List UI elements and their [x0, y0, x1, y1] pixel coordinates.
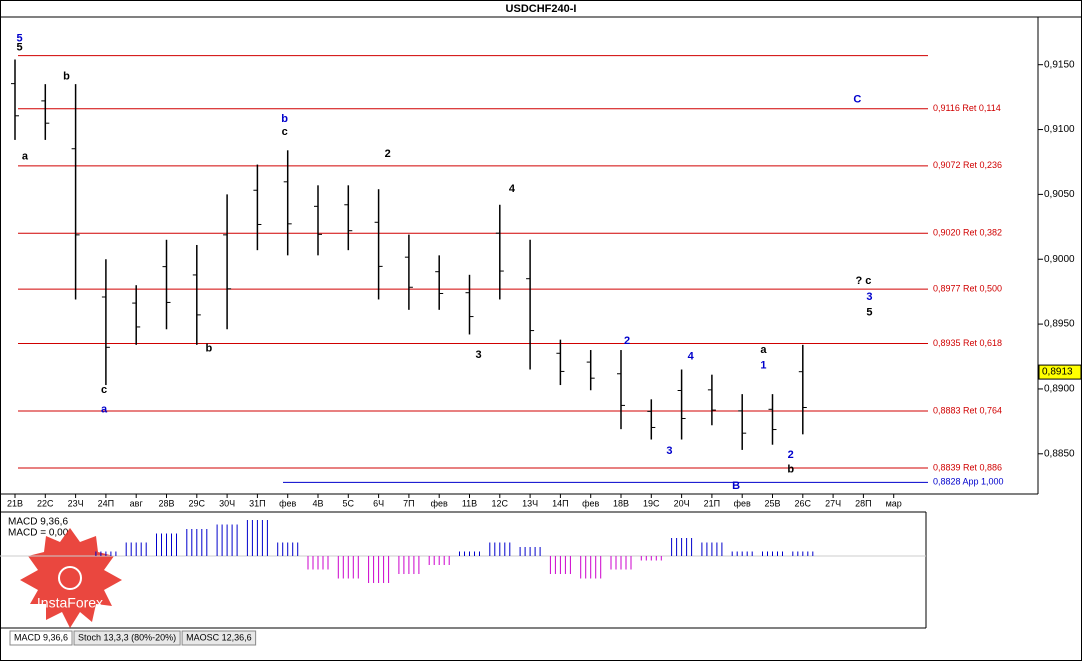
- indicator-tab[interactable]: MAOSC 12,36,6: [186, 632, 252, 642]
- tab-box[interactable]: [73, 630, 181, 646]
- level-label: 0,8828 App 1,000: [933, 477, 1004, 487]
- x-tick-label: 29С: [189, 498, 206, 508]
- logo-icon: [58, 566, 82, 590]
- indicator-tab[interactable]: MACD 9,36,6: [14, 632, 68, 642]
- x-tick-label: фев: [582, 498, 599, 508]
- y-tick-label: 0,8950: [1044, 319, 1075, 330]
- x-tick-label: 30Ч: [219, 498, 235, 508]
- x-tick-label: 19С: [643, 498, 660, 508]
- wave-label: a: [760, 344, 767, 356]
- wave-label: b: [787, 463, 794, 475]
- x-tick-label: 23Ч: [68, 498, 84, 508]
- indicator-tab[interactable]: Stoch 13,3,3 (80%-20%): [78, 632, 176, 642]
- level-label: 0,9072 Ret 0,236: [933, 160, 1002, 170]
- x-tick-label: фев: [734, 498, 751, 508]
- wave-label: b: [281, 113, 288, 125]
- tab-box[interactable]: [181, 630, 257, 646]
- logo-badge: [20, 528, 122, 628]
- x-tick-label: 24П: [98, 498, 114, 508]
- x-tick-label: 27Ч: [825, 498, 841, 508]
- y-tick-label: 0,9000: [1044, 254, 1075, 265]
- x-tick-label: 20Ч: [674, 498, 690, 508]
- x-tick-label: 12С: [492, 498, 509, 508]
- y-tick-label: 0,8900: [1044, 384, 1075, 395]
- wave-label: 5: [16, 42, 22, 54]
- tab-box[interactable]: [9, 630, 73, 646]
- level-label: 0,8935 Ret 0,618: [933, 338, 1002, 348]
- wave-label: 3: [476, 349, 482, 361]
- x-tick-label: мар: [886, 498, 902, 508]
- x-tick-label: 18В: [613, 498, 629, 508]
- wave-label: 5: [16, 33, 22, 45]
- logo-text: InstaForex: [37, 595, 103, 611]
- wave-label: 2: [788, 449, 794, 461]
- current-price-label: 0,8913: [1042, 367, 1073, 378]
- x-tick-label: 13Ч: [522, 498, 538, 508]
- indicator-value: MACD = 0,00: [8, 528, 69, 539]
- x-tick-label: 21В: [7, 498, 23, 508]
- current-price-box: [1038, 364, 1082, 380]
- x-tick-label: фев: [279, 498, 296, 508]
- x-tick-label: 7П: [403, 498, 414, 508]
- indicator-name: MACD 9,36,6: [8, 517, 68, 528]
- x-tick-label: 21П: [704, 498, 720, 508]
- x-tick-label: 25В: [764, 498, 780, 508]
- x-tick-label: 22С: [37, 498, 54, 508]
- wave-label: 2: [385, 148, 391, 160]
- level-label: 0,8839 Ret 0,886: [933, 462, 1002, 472]
- x-tick-label: 28П: [855, 498, 871, 508]
- wave-label: ? c: [855, 275, 871, 287]
- y-tick-label: 0,9050: [1044, 189, 1075, 200]
- wave-label: c: [101, 384, 107, 396]
- level-label: 0,9116 Ret 0,114: [933, 103, 1001, 113]
- x-tick-label: фев: [431, 498, 448, 508]
- wave-label: a: [101, 404, 108, 416]
- wave-label: 4: [688, 350, 695, 362]
- level-label: 0,9020 Ret 0,382: [933, 228, 1002, 238]
- x-tick-label: 28В: [158, 498, 174, 508]
- x-tick-label: 5С: [343, 498, 355, 508]
- x-tick-label: авг: [130, 498, 144, 508]
- y-tick-label: 0,9150: [1044, 59, 1075, 70]
- wave-label: b: [63, 70, 70, 82]
- wave-label: b: [206, 343, 213, 355]
- level-label: 0,8977 Ret 0,500: [933, 283, 1002, 293]
- wave-label: a: [22, 151, 29, 163]
- wave-label: 1: [760, 360, 766, 372]
- level-label: 0,8883 Ret 0,764: [933, 405, 1002, 415]
- x-tick-label: 31П: [249, 498, 265, 508]
- y-tick-label: 0,9100: [1044, 124, 1075, 135]
- wave-label: 4: [509, 183, 516, 195]
- x-tick-label: 6Ч: [373, 498, 384, 508]
- wave-label: B: [732, 480, 740, 492]
- wave-label: 2: [624, 335, 630, 347]
- wave-label: 3: [866, 291, 872, 303]
- x-tick-label: 14П: [552, 498, 568, 508]
- x-tick-label: 11В: [462, 498, 477, 508]
- wave-label: c: [282, 126, 288, 138]
- x-tick-label: 26С: [795, 498, 812, 508]
- wave-label: 3: [666, 445, 672, 457]
- wave-label: 5: [866, 306, 872, 318]
- y-tick-label: 0,8850: [1044, 448, 1075, 459]
- wave-label: C: [853, 94, 861, 106]
- chart-title: USDCHF240-I: [506, 3, 577, 15]
- x-tick-label: 4В: [312, 498, 323, 508]
